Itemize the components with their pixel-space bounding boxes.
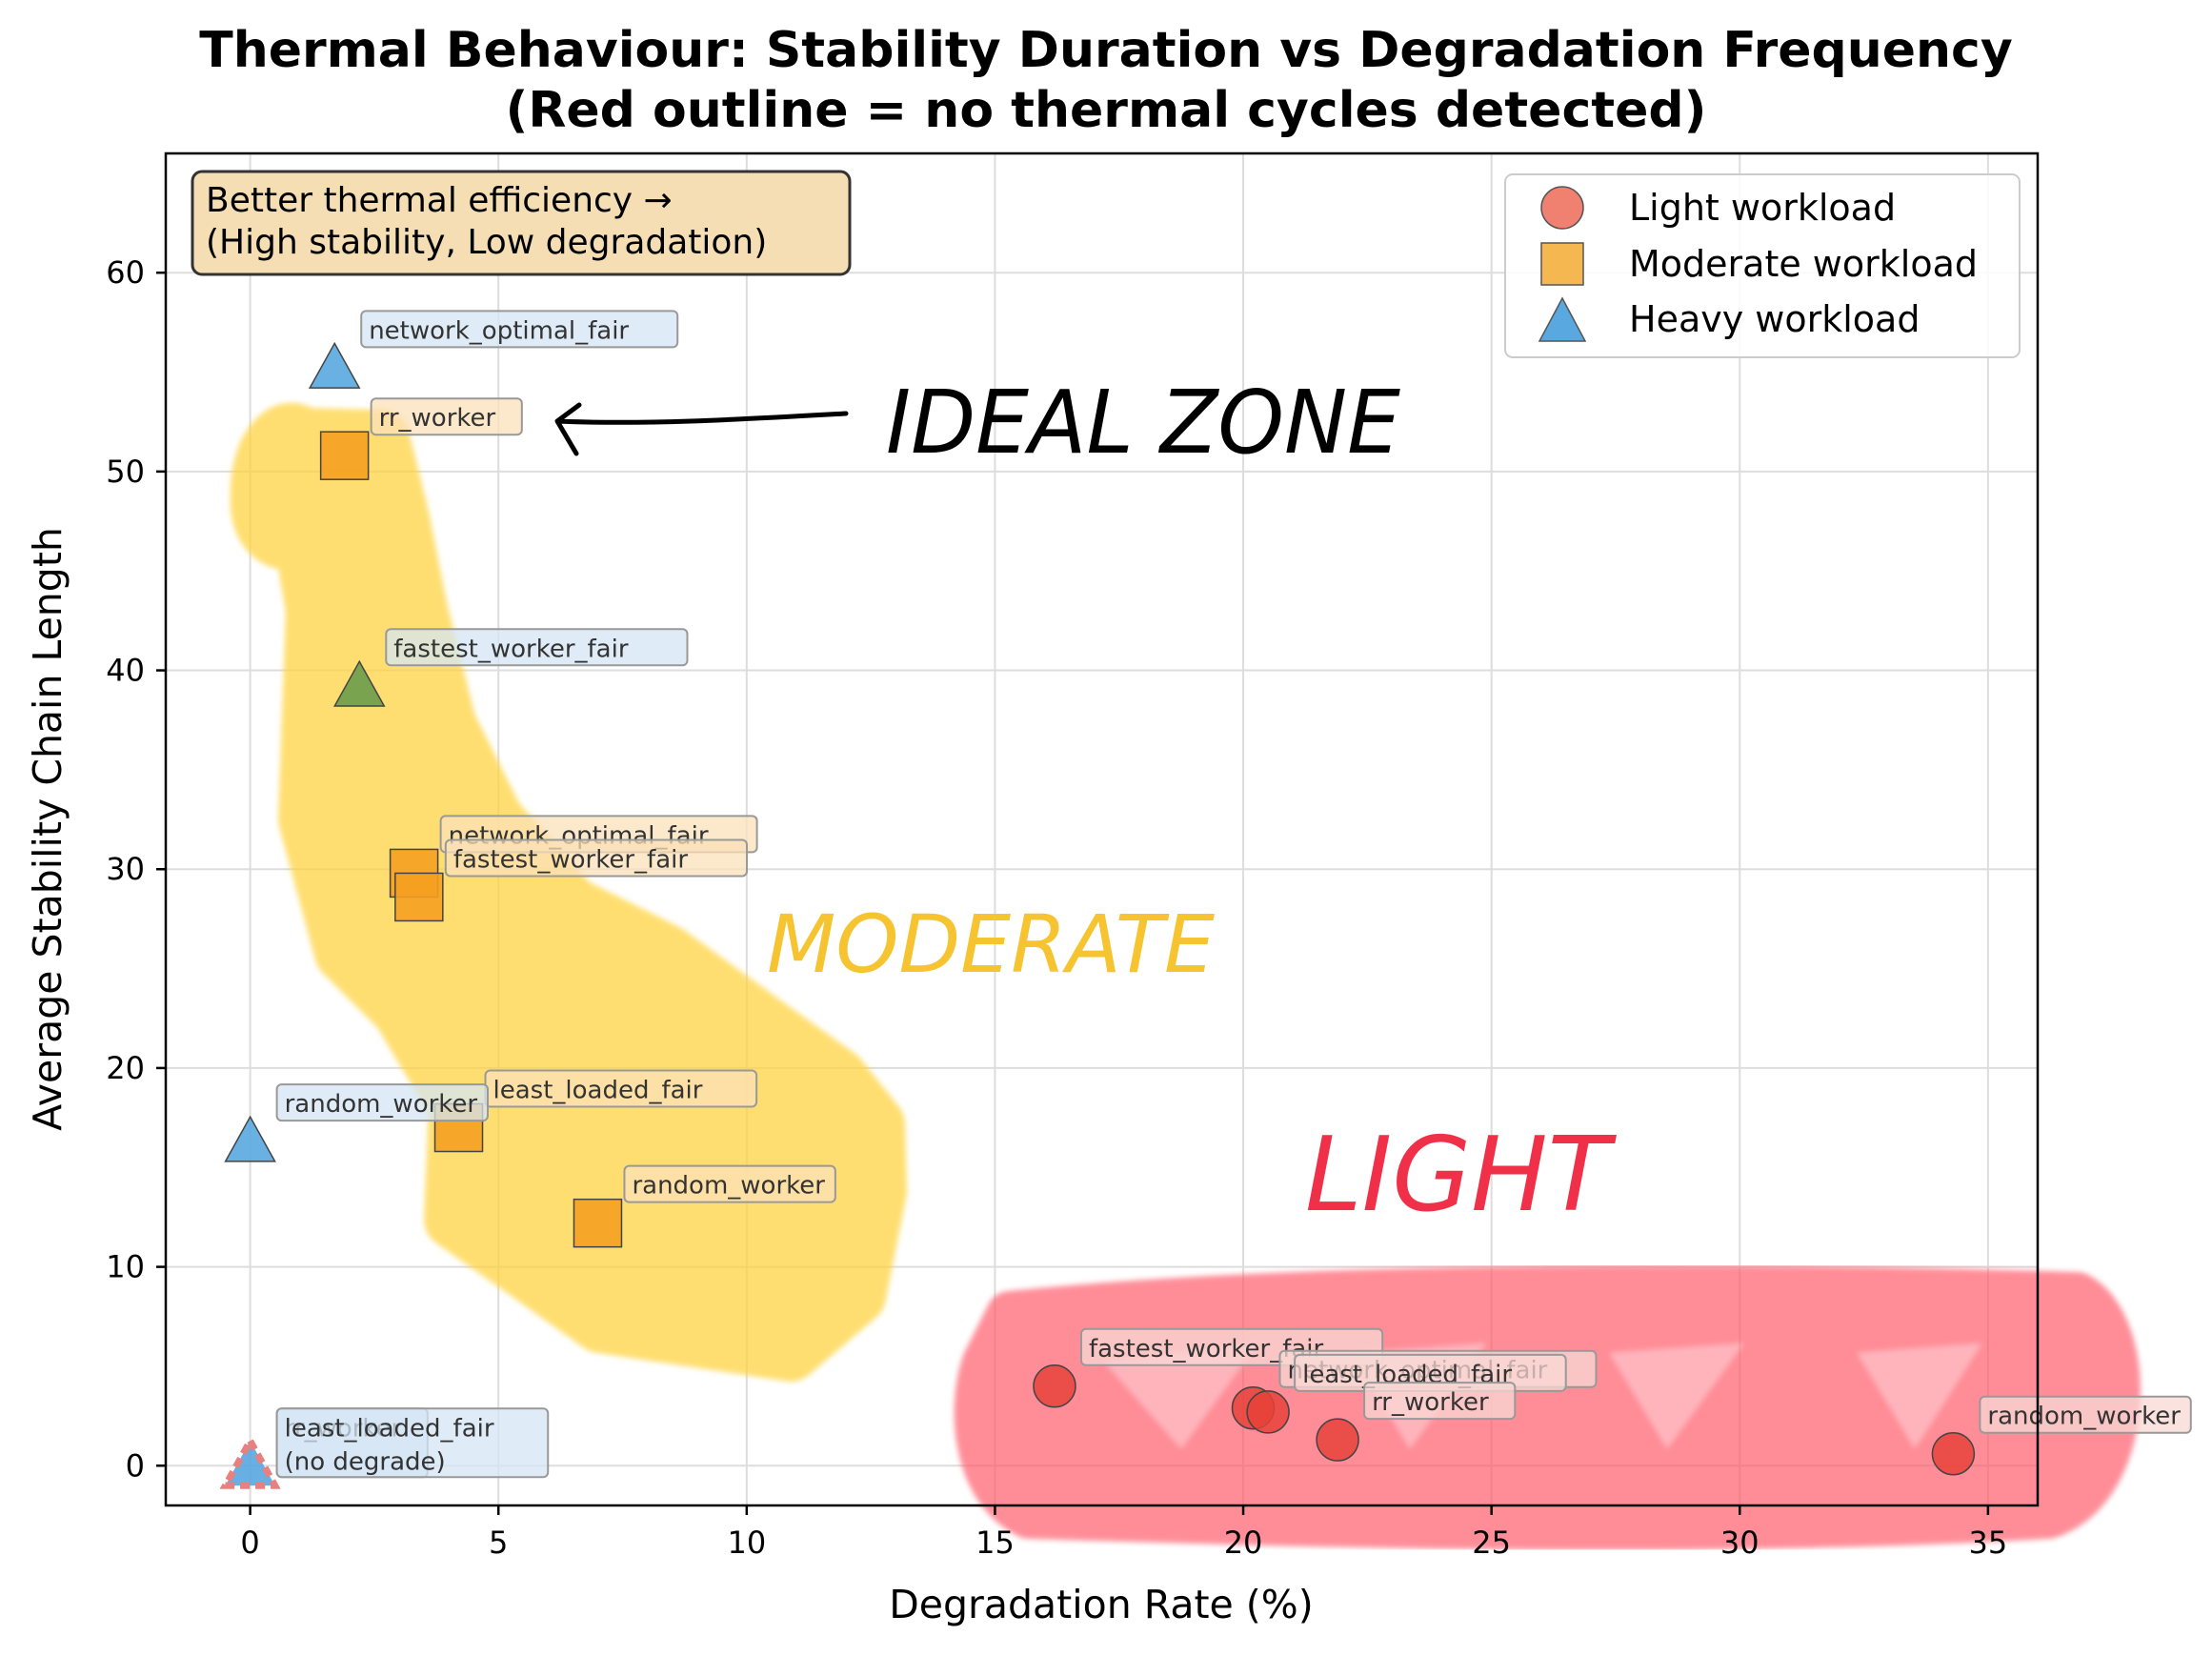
legend-label-light: Light workload bbox=[1629, 187, 1896, 229]
x-tick-label: 0 bbox=[240, 1525, 259, 1561]
heavy-point bbox=[308, 341, 361, 389]
point-labels: fastest_worker_fair network_optimal_fairl… bbox=[275, 310, 2192, 1479]
point-label: network_optimal_fair bbox=[369, 316, 629, 345]
light-point bbox=[1033, 1364, 1076, 1408]
point-label: rr_worker bbox=[379, 404, 496, 433]
point-label: random_worker bbox=[632, 1172, 825, 1201]
point-label-bg bbox=[623, 1164, 836, 1203]
legend-square-marker bbox=[1540, 242, 1584, 286]
info-box-line1: Better thermal efficiency → bbox=[206, 181, 673, 220]
moderate-point bbox=[394, 872, 444, 922]
chart-title-line1: Thermal Behaviour: Stability Duration vs… bbox=[199, 22, 2013, 79]
y-tick-label: 0 bbox=[126, 1447, 145, 1484]
data-points: fastest_worker_fair network_optimal_fairl… bbox=[219, 310, 2192, 1489]
y-tick-label: 10 bbox=[106, 1249, 145, 1285]
legend-circle-marker bbox=[1540, 186, 1584, 230]
y-tick-label: 20 bbox=[106, 1050, 145, 1086]
point-label-bg bbox=[1979, 1395, 2192, 1434]
x-axis-label: Degradation Rate (%) bbox=[889, 1582, 1314, 1627]
point-label: random_worker bbox=[285, 1090, 478, 1119]
no-degrade-note: (no degrade) bbox=[285, 1447, 446, 1476]
point-label-bg bbox=[275, 1407, 550, 1479]
legend-item-moderate: Moderate workload bbox=[1540, 242, 1978, 286]
x-tick-label: 20 bbox=[1224, 1525, 1263, 1561]
light-point bbox=[1246, 1390, 1290, 1434]
legend-item-heavy: Heavy workload bbox=[1538, 296, 1920, 342]
y-tick-label: 60 bbox=[106, 254, 145, 291]
point-label: fastest_worker_fair bbox=[393, 635, 629, 663]
legend-item-light: Light workload bbox=[1540, 186, 1896, 230]
light-point bbox=[1316, 1418, 1359, 1462]
x-tick-label: 10 bbox=[727, 1525, 766, 1561]
point-label-bg bbox=[1363, 1382, 1517, 1421]
highlight-light-zone bbox=[954, 1264, 2141, 1550]
legend-frame bbox=[1504, 173, 2021, 358]
chart-title-line2: (Red outline = no thermal cycles detecte… bbox=[506, 82, 1707, 139]
heavy-point-no-cycles bbox=[219, 1434, 281, 1489]
ideal-zone-arrow bbox=[554, 402, 849, 456]
point-label: fastest_worker_fair bbox=[453, 845, 689, 874]
info-box: Better thermal efficiency → (High stabil… bbox=[191, 170, 852, 276]
moderate-point bbox=[573, 1198, 623, 1248]
point-label: rr_worker bbox=[1372, 1388, 1489, 1417]
legend: Light workload Moderate workload Heavy w… bbox=[1504, 173, 2021, 358]
point-label-bg bbox=[385, 628, 689, 667]
info-box-line2: (High stability, Low degradation) bbox=[206, 223, 767, 262]
moderate-label: MODERATE bbox=[767, 898, 1215, 991]
heavy-point bbox=[333, 659, 386, 707]
info-box-bg bbox=[191, 170, 852, 276]
point-label: least_loaded_fair bbox=[285, 1414, 494, 1443]
light-label: LIGHT bbox=[1305, 1116, 1617, 1235]
point-label: least_loaded_fair bbox=[493, 1077, 703, 1105]
legend-label-moderate: Moderate workload bbox=[1629, 243, 1978, 285]
x-tick-label: 15 bbox=[975, 1525, 1015, 1561]
point-label-bg bbox=[370, 397, 523, 436]
x-tick-label: 5 bbox=[489, 1525, 508, 1561]
ideal-zone-label: IDEAL ZONE bbox=[886, 372, 1400, 474]
x-tick-label: 35 bbox=[1969, 1525, 2008, 1561]
light-point bbox=[1931, 1431, 1976, 1476]
moderate-point bbox=[319, 431, 370, 480]
legend-label-heavy: Heavy workload bbox=[1629, 298, 1920, 340]
plot-frame bbox=[164, 151, 2040, 1507]
y-tick-label: 40 bbox=[106, 653, 145, 689]
heavy-point bbox=[224, 1115, 276, 1162]
y-tick-label: 30 bbox=[106, 851, 145, 887]
point-label-bg bbox=[275, 1083, 490, 1122]
point-label-bg bbox=[444, 838, 749, 878]
point-label-bg bbox=[360, 310, 679, 349]
x-tick-label: 25 bbox=[1472, 1525, 1511, 1561]
ideal-zone-annotation: IDEAL ZONE bbox=[554, 372, 1400, 474]
legend-triangle-marker bbox=[1538, 296, 1587, 342]
y-axis-label: Average Stability Chain Length bbox=[25, 527, 70, 1131]
axis-ticks: 0 5 10 15 20 25 30 35 0 10 20 30 40 50 60 bbox=[106, 254, 2007, 1561]
y-tick-label: 50 bbox=[106, 454, 145, 490]
x-tick-label: 30 bbox=[1720, 1525, 1760, 1561]
point-label: random_worker bbox=[1987, 1403, 2181, 1431]
